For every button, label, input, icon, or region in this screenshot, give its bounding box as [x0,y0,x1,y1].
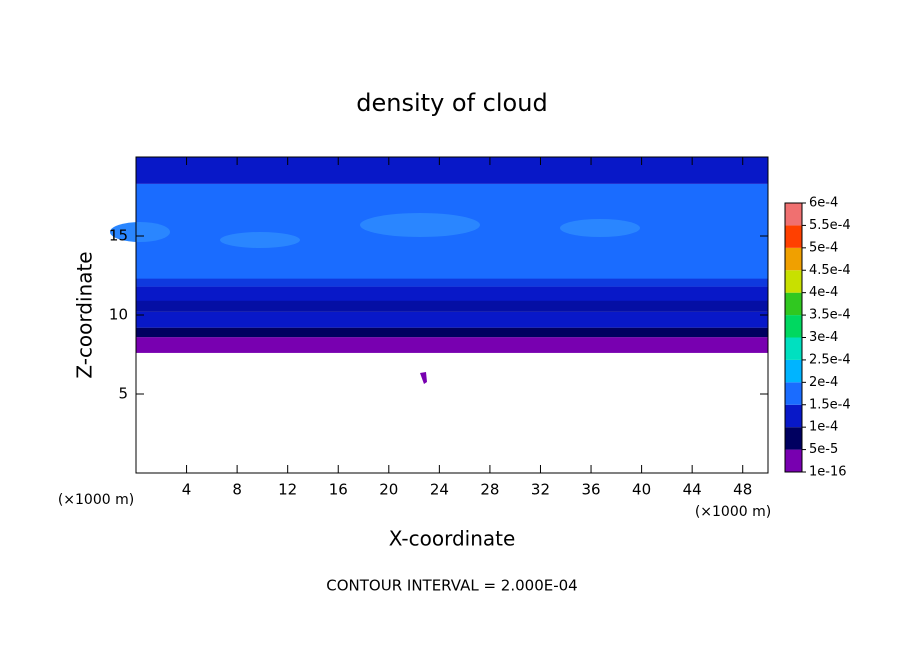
contour-band [136,157,768,184]
colorbar-segment [785,337,802,360]
colorbar-label: 1e-4 [809,420,838,435]
colorbar-label: 1e-16 [809,465,847,480]
x-axis-label: X-coordinate [389,527,516,551]
colorbar-label: 1.5e-4 [809,397,851,412]
colorbar-label: 2e-4 [809,375,838,390]
contour-patch [220,232,300,248]
colorbar-segment [785,292,802,316]
colorbar-label: 3.5e-4 [809,308,851,323]
y-tick-label: 15 [109,227,128,245]
colorbar-label: 5.5e-4 [809,218,851,233]
colorbar-segment [785,247,802,271]
x-tick-label: 20 [379,481,398,499]
y-tick-label: 10 [109,306,128,324]
colorbar-segment [785,315,802,338]
colorbar-segment [785,427,802,450]
colorbar-label: 5e-5 [809,442,838,457]
x-tick-label: 48 [733,481,752,499]
colorbar-segment [785,404,802,428]
contour-patch [560,219,640,237]
colorbar-segment [785,203,802,226]
y-unit: (×1000 m) [58,492,134,508]
x-tick-label: 12 [278,481,297,499]
colorbar-label: 2.5e-4 [809,352,851,367]
x-tick-label: 16 [329,481,348,499]
y-tick-label: 5 [118,385,128,403]
contour-band [136,337,768,353]
contour-band [136,327,768,338]
colorbar-label: 5e-4 [809,240,838,255]
x-tick-label: 32 [531,481,550,499]
colorbar-segment [785,270,802,293]
colorbar-segment [785,382,802,405]
x-unit: (×1000 m) [695,504,771,520]
x-tick-label: 36 [581,481,600,499]
contour-band [136,278,768,287]
x-tick-label: 28 [480,481,499,499]
contour-band [136,286,768,312]
x-tick-label: 4 [182,481,192,499]
x-tick-label: 8 [232,481,242,499]
contour-band [136,311,768,328]
x-tick-label: 40 [632,481,651,499]
colorbar-segment [785,449,802,472]
y-axis-label: Z-coordinate [73,251,97,378]
colorbar-label: 3e-4 [809,330,838,345]
contour-patch [110,222,170,242]
contour-band [136,300,768,312]
colorbar-segment [785,225,802,248]
x-tick-label: 24 [430,481,449,499]
contour-patch [360,213,480,237]
colorbar-label: 6e-4 [809,196,838,211]
contour-patch [420,372,427,384]
chart-title: density of cloud [356,89,547,117]
colorbar-label: 4.5e-4 [809,263,851,278]
colorbar-segment [785,359,802,383]
colorbar-label: 4e-4 [809,285,838,300]
footnote: CONTOUR INTERVAL = 2.000E-04 [326,577,577,595]
x-tick-label: 44 [683,481,702,499]
